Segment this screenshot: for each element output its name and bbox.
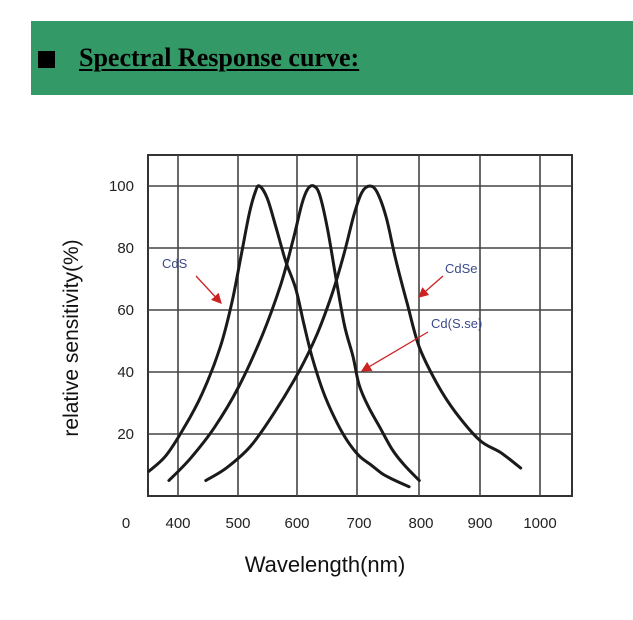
annotation-arrow-cdse: [418, 275, 444, 298]
series-layer: [147, 184, 523, 489]
series-line-cdse: [204, 184, 523, 482]
y-tick-label: 60: [117, 302, 134, 319]
x-axis-ticks: 0 400 500 600 700 800 900 1000: [122, 515, 557, 532]
x-tick-label: 500: [225, 515, 250, 532]
x-tick-label: 800: [408, 515, 433, 532]
grid: [148, 155, 572, 496]
y-tick-label: 20: [117, 426, 134, 443]
y-axis-ticks: 100 80 60 40 20: [109, 178, 134, 443]
x-tick-label: 900: [467, 515, 492, 532]
annotations: CdS CdSe Cd(S.se): [162, 256, 482, 372]
square-bullet-icon: [38, 50, 55, 68]
section-header-banner: Spectral Response curve:: [31, 21, 633, 95]
plot-frame: [147, 154, 573, 497]
annotation-label-cdse: CdSe: [445, 261, 478, 276]
annotation-arrow-cdsse: [360, 331, 429, 372]
x-tick-label: 1000: [523, 515, 556, 532]
annotation-label-cds: CdS: [162, 256, 188, 271]
y-tick-label: 80: [117, 240, 134, 257]
x-axis-title: Wavelength(nm): [245, 552, 406, 577]
y-tick-label: 40: [117, 364, 134, 381]
annotation-label-cdsse: Cd(S.se): [431, 316, 482, 331]
x-tick-label: 600: [284, 515, 309, 532]
x-tick-label: 700: [346, 515, 371, 532]
y-axis-title: relative sensitivity(%): [60, 239, 83, 436]
x-tick-label: 400: [165, 515, 190, 532]
x-tick-label: 0: [122, 515, 130, 532]
series-line-cds: [147, 184, 411, 489]
series-line-cd-s-se-: [167, 184, 421, 482]
section-title: Spectral Response curve:: [79, 43, 360, 72]
y-tick-label: 100: [109, 178, 134, 195]
annotation-arrow-cds: [195, 275, 222, 304]
